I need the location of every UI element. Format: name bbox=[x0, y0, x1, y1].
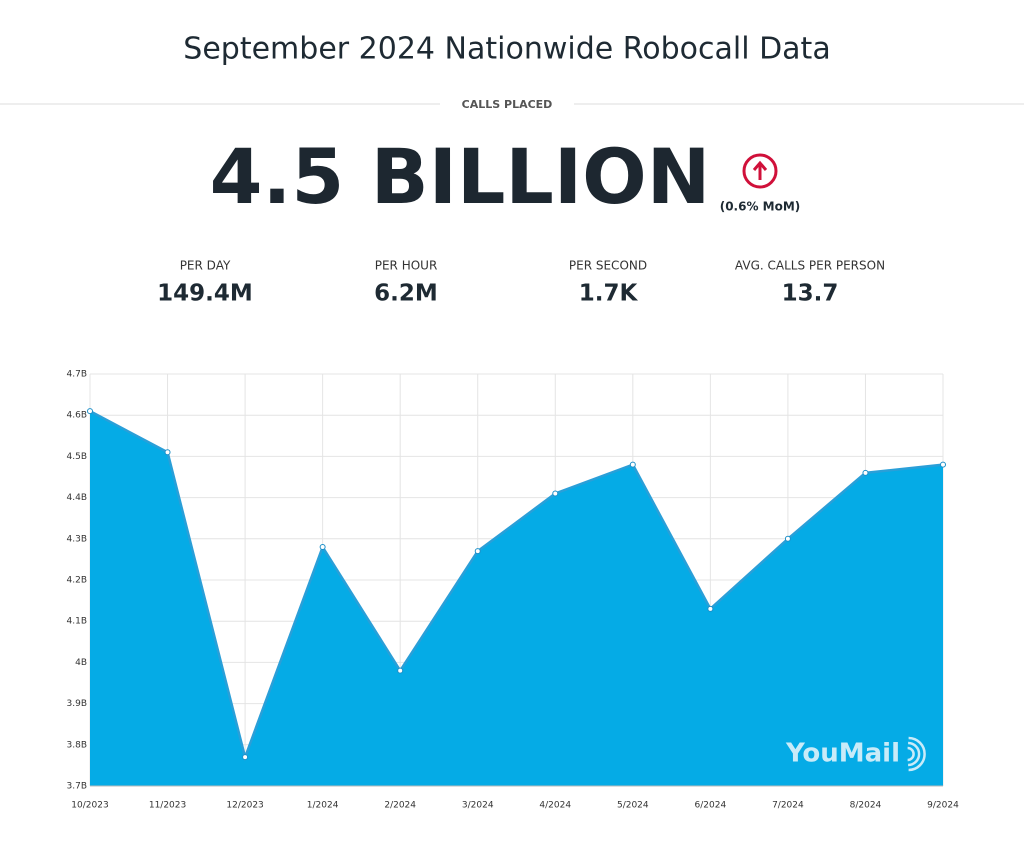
x-tick-label: 3/2024 bbox=[462, 801, 494, 811]
stat-label: PER HOUR bbox=[375, 259, 438, 273]
stats: PER DAY 149.4M PER HOUR 6.2M PER SECOND 1.7K A… bbox=[157, 259, 885, 307]
watermark-wave bbox=[907, 741, 921, 767]
x-tick-label: 8/2024 bbox=[850, 801, 882, 811]
point bbox=[707, 605, 714, 612]
chart: 3.7B 3.8B 3.9B 4B 4.1B 4.2B 4.3B 4.4B 4.5B 4.6B 4.… bbox=[67, 370, 960, 811]
point bbox=[629, 461, 636, 468]
point bbox=[474, 548, 481, 555]
line bbox=[89, 409, 944, 762]
point bbox=[397, 667, 404, 674]
point bbox=[87, 408, 93, 415]
point bbox=[242, 754, 249, 761]
point bbox=[319, 544, 326, 551]
stat-value: 6.2M bbox=[374, 281, 438, 307]
x-tick-label: 6/2024 bbox=[695, 801, 727, 811]
x-tick-label: 4/2024 bbox=[539, 801, 571, 811]
point bbox=[552, 490, 559, 497]
total-calls: 4.5 BILLION bbox=[210, 132, 711, 221]
section-label: CALLS PLACED bbox=[462, 98, 553, 111]
watermark: YouMail bbox=[785, 739, 900, 769]
x-tick-label: 9/2024 bbox=[927, 801, 959, 811]
point bbox=[940, 461, 946, 468]
point bbox=[862, 469, 869, 476]
watermark-wave bbox=[908, 736, 926, 772]
stat-label: PER DAY bbox=[180, 259, 231, 273]
x-tick-label: 7/2024 bbox=[772, 801, 804, 811]
point bbox=[164, 449, 171, 456]
y-tick-label: 4.3B bbox=[67, 534, 88, 544]
stat-label: PER SECOND bbox=[569, 259, 647, 273]
stat-value: 13.7 bbox=[782, 281, 839, 307]
x-tick-label: 5/2024 bbox=[617, 801, 649, 811]
y-tick-label: 4.4B bbox=[67, 493, 88, 503]
up-arrow bbox=[752, 160, 768, 180]
stat-value: 149.4M bbox=[157, 281, 253, 307]
y-tick-label: 4.5B bbox=[67, 452, 88, 462]
y-tick-label: 4.6B bbox=[67, 411, 88, 421]
x-tick-label: 10/2023 bbox=[71, 801, 108, 811]
y-tick-label: 3.9B bbox=[67, 699, 88, 709]
up-icon bbox=[742, 153, 778, 189]
area bbox=[90, 411, 943, 786]
x-tick-label: 11/2023 bbox=[149, 801, 186, 811]
watermark-wave bbox=[907, 746, 915, 762]
y-tick-label: 3.8B bbox=[67, 740, 88, 750]
x-tick-label: 2/2024 bbox=[384, 801, 416, 811]
y-tick-label: 4.1B bbox=[67, 617, 88, 627]
stat-value: 1.7K bbox=[579, 281, 639, 307]
y-tick-label: 3.7B bbox=[67, 782, 88, 792]
y-tick-label: 4B bbox=[75, 658, 87, 668]
y-tick-label: 4.7B bbox=[67, 370, 88, 380]
x-tick-label: 12/2023 bbox=[226, 801, 263, 811]
point bbox=[784, 535, 791, 542]
x-tick-label: 1/2024 bbox=[307, 801, 339, 811]
stat-label: AVG. CALLS PER PERSON bbox=[735, 259, 885, 273]
page-title: September 2024 Nationwide Robocall Data bbox=[183, 32, 830, 67]
y-tick-label: 4.2B bbox=[67, 576, 88, 586]
mom-change: (0.6% MoM) bbox=[720, 200, 801, 214]
